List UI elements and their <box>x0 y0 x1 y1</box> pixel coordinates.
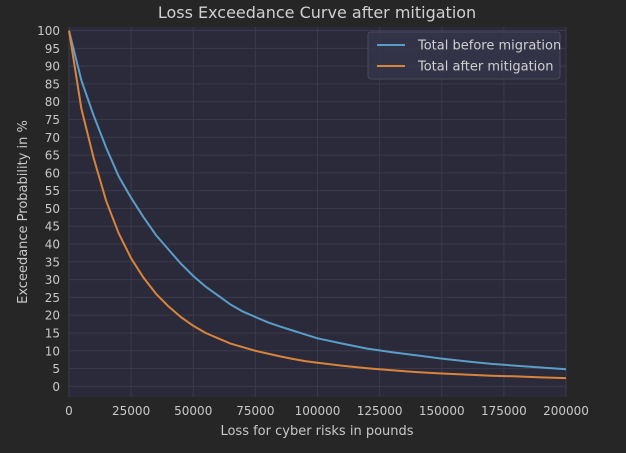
y-tick-label: 75 <box>45 113 60 127</box>
y-tick-label: 25 <box>45 291 60 305</box>
x-tick-label: 25000 <box>112 404 150 418</box>
y-tick-label: 100 <box>37 24 60 38</box>
chart-title: Loss Exceedance Curve after mitigation <box>158 3 476 22</box>
y-tick-label: 35 <box>45 255 60 269</box>
y-tick-label: 5 <box>52 362 60 376</box>
legend-box <box>367 31 561 80</box>
x-tick-label: 100000 <box>295 404 341 418</box>
y-tick-label: 45 <box>45 220 60 234</box>
y-tick-label: 80 <box>45 95 60 109</box>
grid <box>68 27 567 397</box>
y-tick-label: 30 <box>45 273 60 287</box>
y-tick-labels: 0 5 10 15 20 25 30 35 40 45 50 55 60 65 70 75 80 85 90 95 10… <box>37 24 60 394</box>
y-tick-label: 65 <box>45 149 60 163</box>
x-tick-label: 75000 <box>236 404 274 418</box>
y-tick-label: 55 <box>45 184 60 198</box>
x-axis-label: Loss for cyber risks in pounds <box>220 424 413 439</box>
y-tick-label: 10 <box>45 344 60 358</box>
y-tick-label: 85 <box>45 77 60 91</box>
x-tick-label: 200000 <box>543 404 589 418</box>
x-tick-labels: 0 25000 50000 75000 100000 125000 150000 175000… <box>65 404 589 418</box>
x-tick-label: 125000 <box>357 404 403 418</box>
x-tick-label: 0 <box>65 404 73 418</box>
series-lines <box>68 30 567 380</box>
legend-label-after: Total after mitigation <box>417 60 553 75</box>
x-tick-label: 50000 <box>174 404 212 418</box>
x-tick-label: 175000 <box>481 404 527 418</box>
y-tick-label: 60 <box>45 166 60 180</box>
y-axis-label: Exceedance Probability in % <box>16 120 31 304</box>
y-tick-label: 15 <box>45 326 60 340</box>
y-tick-label: 70 <box>45 131 60 145</box>
y-tick-label: 50 <box>45 202 60 216</box>
series-line-after-mitigation <box>68 30 567 380</box>
x-tick-label: 150000 <box>419 404 465 418</box>
y-tick-label: 95 <box>45 42 60 56</box>
y-tick-label: 0 <box>52 380 60 394</box>
legend-label-before: Total before migration <box>417 39 561 54</box>
y-tick-label: 20 <box>45 309 60 323</box>
series-line-before-mitigation <box>68 30 567 371</box>
legend: Total before migration Total after mitig… <box>367 31 561 80</box>
y-tick-label: 40 <box>45 238 60 252</box>
y-tick-label: 90 <box>45 60 60 74</box>
